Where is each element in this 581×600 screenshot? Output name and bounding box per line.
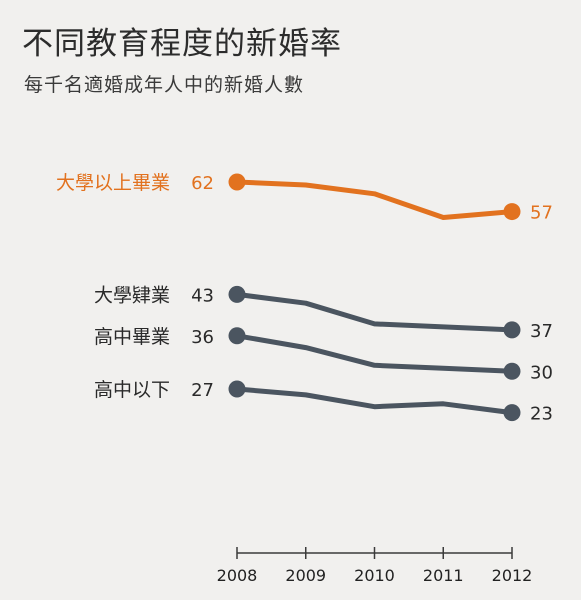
series-start-value: 27 [191,380,214,401]
series-start-point-1 [228,285,246,303]
series-start-value: 36 [191,327,214,348]
x-tick-label: 2009 [285,566,326,585]
series-start-point-2 [228,327,246,345]
series-name-label: 大學肄業 [94,284,170,306]
series-end-point-1 [503,321,521,339]
series-end-value: 37 [530,321,553,342]
x-tick-label: 2011 [423,566,464,585]
series-start-point-3 [228,380,246,398]
series-line-1 [234,291,515,333]
series-end-point-2 [503,362,521,380]
series-end-point-3 [503,404,521,422]
series-start-point-0 [228,173,246,191]
series-end-value: 23 [530,404,553,425]
series-start-value: 62 [191,173,214,194]
chart-title: 不同教育程度的新婚率 [22,26,342,62]
series-line-2 [234,333,515,374]
x-tick-label: 2012 [492,566,533,585]
series-end-value: 30 [530,362,553,383]
chart-subtitle: 每千名適婚成年人中的新婚人數 [24,74,305,96]
series-start-value: 43 [191,285,214,306]
series-end-point-0 [503,203,521,221]
series-end-value: 57 [530,203,553,224]
x-tick-label: 2010 [354,566,395,585]
x-tick-label: 2008 [217,566,258,585]
series-line-3 [234,386,515,416]
series-name-label: 大學以上畢業 [56,172,170,194]
series-name-label: 高中畢業 [94,326,170,348]
series-line-0 [234,179,515,220]
series-name-label: 高中以下 [94,379,170,401]
